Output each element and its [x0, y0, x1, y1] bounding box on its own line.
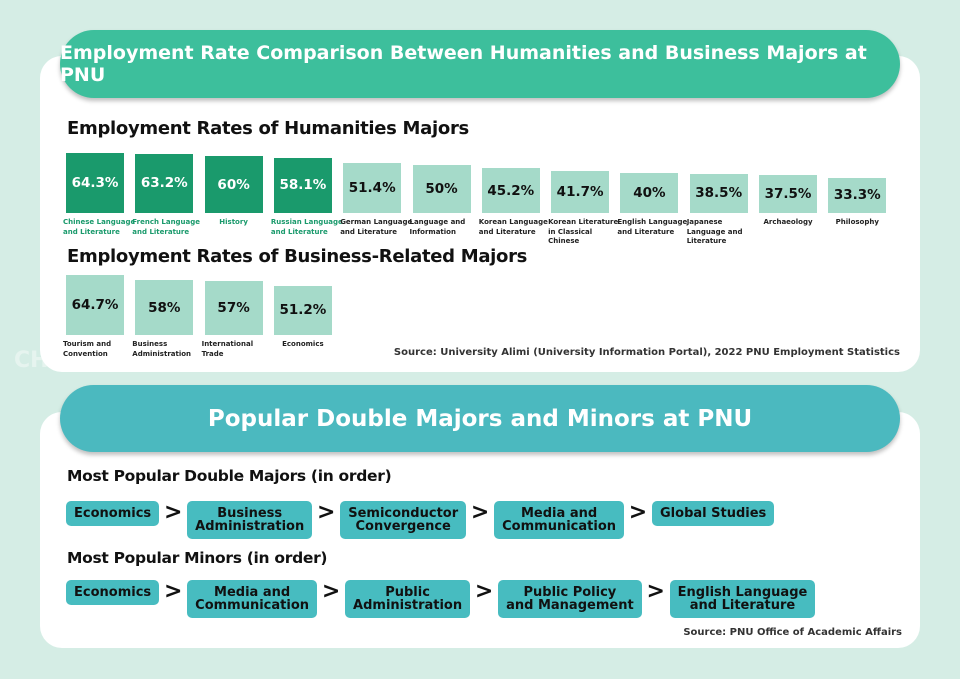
- major-chip: Media and Communication: [494, 501, 625, 539]
- business-title: Employment Rates of Business-Related Maj…: [67, 246, 528, 267]
- bar-label: International Trade: [201, 340, 254, 358]
- bar: 57%: [204, 280, 263, 335]
- bar-label: Economics: [282, 340, 324, 348]
- bar-label: Archaeology: [763, 218, 813, 226]
- bar: 58%: [135, 280, 194, 335]
- bar-label: Korean Language and Literature: [478, 218, 548, 236]
- bar: 64.7%: [66, 274, 124, 335]
- minors-title: Most Popular Minors (in order): [67, 549, 328, 567]
- bar: 33.3%: [828, 177, 887, 213]
- section2-title: Popular Double Majors and Minors at PNU: [60, 385, 900, 452]
- bar-label: Chinese Language and Literature: [63, 218, 136, 236]
- bar: 38.5%: [689, 173, 748, 213]
- bar: 51.4%: [343, 163, 402, 213]
- bar: 40%: [620, 172, 679, 213]
- source-employment: Source: University Alimi (University Inf…: [393, 347, 900, 358]
- arrow-icon: >: [317, 500, 336, 525]
- bar-label: Japanese Language and Literature: [686, 218, 743, 245]
- bar: 50%: [412, 164, 471, 213]
- bar-label: Philosophy: [835, 218, 879, 226]
- major-chip: Public Administration: [345, 580, 471, 618]
- major-chip: Public Policy and Management: [498, 580, 642, 618]
- bar-label: History: [219, 218, 248, 226]
- bar-label: Language and Information: [409, 218, 466, 236]
- bar-label: Korean Literature in Classical Chinese: [548, 218, 619, 245]
- major-chip: Semiconductor Convergence: [340, 501, 467, 539]
- arrow-icon: >: [474, 579, 494, 604]
- bar-label: English Language and Literature: [617, 218, 688, 236]
- bar: 58.1%: [273, 157, 332, 213]
- source-academic: Source: PNU Office of Academic Affairs: [683, 627, 902, 638]
- bar-label: Tourism and Convention: [63, 340, 112, 358]
- bar: 63.2%: [135, 153, 194, 213]
- arrow-icon: >: [163, 579, 183, 604]
- major-chip: English Language and Literature: [669, 580, 816, 618]
- bar-label: Russian Language and Literature: [270, 218, 343, 236]
- major-chip: Economics: [66, 501, 160, 526]
- arrow-icon: >: [470, 500, 490, 525]
- double-majors-title: Most Popular Double Majors (in order): [67, 467, 392, 485]
- humanities-title: Employment Rates of Humanities Majors: [67, 118, 469, 139]
- bar: 37.5%: [759, 174, 817, 213]
- bar: 60%: [204, 156, 263, 213]
- bar-label: Business Administration: [132, 340, 192, 358]
- arrow-icon: >: [628, 500, 648, 525]
- bar: 64.3%: [66, 152, 124, 213]
- bar-label: German Language and Literature: [340, 218, 413, 236]
- bar: 51.2%: [273, 285, 332, 335]
- major-chip: Economics: [66, 580, 160, 605]
- arrow-icon: >: [163, 500, 183, 525]
- major-chip: Business Administration: [187, 501, 313, 539]
- header-title: Employment Rate Comparison Between Human…: [60, 30, 900, 98]
- minors-row: Economics > Media and Communication > Public…: [66, 579, 816, 618]
- arrow-icon: >: [321, 579, 341, 604]
- major-chip: Media and Communication: [187, 580, 318, 618]
- bar-label: French Language and Literature: [132, 218, 201, 236]
- double-majors-row: Economics > Business Administration > Semico…: [66, 500, 775, 539]
- bar: 41.7%: [551, 171, 610, 213]
- major-chip: Global Studies: [652, 501, 775, 526]
- arrow-icon: >: [646, 579, 665, 604]
- bar: 45.2%: [481, 168, 540, 213]
